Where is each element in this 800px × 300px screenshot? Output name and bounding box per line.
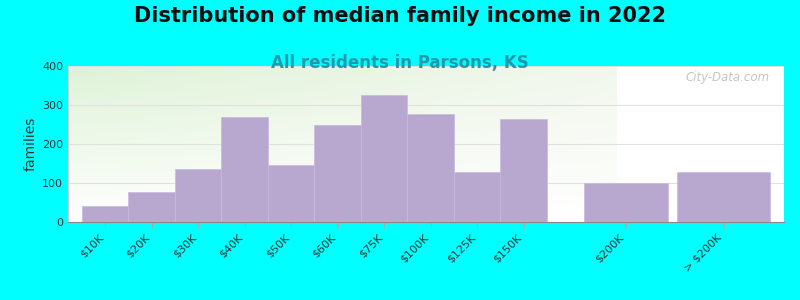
Bar: [314, 125, 361, 222]
Bar: [222, 117, 268, 222]
Bar: [129, 192, 175, 222]
Text: Distribution of median family income in 2022: Distribution of median family income in …: [134, 6, 666, 26]
Y-axis label: families: families: [24, 117, 38, 171]
Bar: [175, 169, 222, 222]
Bar: [584, 183, 668, 222]
Bar: [454, 172, 500, 222]
Bar: [677, 172, 770, 222]
Text: City-Data.com: City-Data.com: [686, 71, 770, 84]
Bar: [500, 118, 547, 222]
Bar: [268, 165, 314, 222]
Bar: [361, 95, 407, 222]
Text: All residents in Parsons, KS: All residents in Parsons, KS: [271, 54, 529, 72]
Bar: [407, 114, 454, 222]
Bar: [82, 206, 129, 222]
